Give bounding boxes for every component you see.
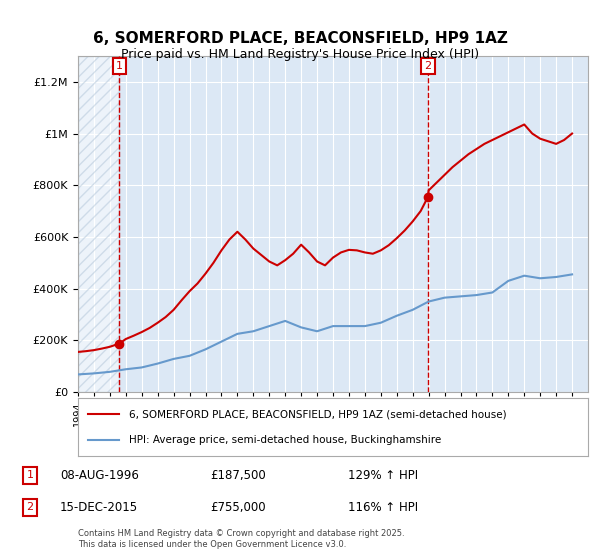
Bar [78,56,119,392]
Text: 116% ↑ HPI: 116% ↑ HPI [348,501,418,514]
Text: 08-AUG-1996: 08-AUG-1996 [60,469,139,482]
Text: Price paid vs. HM Land Registry's House Price Index (HPI): Price paid vs. HM Land Registry's House … [121,48,479,60]
Text: Contains HM Land Registry data © Crown copyright and database right 2025.
This d: Contains HM Land Registry data © Crown c… [78,529,404,549]
Text: £755,000: £755,000 [210,501,266,514]
Text: 1: 1 [116,61,123,71]
Text: 2: 2 [424,61,431,71]
Bar [78,56,119,392]
Text: 1: 1 [26,470,34,480]
Text: 6, SOMERFORD PLACE, BEACONSFIELD, HP9 1AZ (semi-detached house): 6, SOMERFORD PLACE, BEACONSFIELD, HP9 1A… [129,409,506,419]
Text: HPI: Average price, semi-detached house, Buckinghamshire: HPI: Average price, semi-detached house,… [129,435,441,445]
Text: 6, SOMERFORD PLACE, BEACONSFIELD, HP9 1AZ: 6, SOMERFORD PLACE, BEACONSFIELD, HP9 1A… [92,31,508,46]
Text: 2: 2 [26,502,34,512]
Text: 15-DEC-2015: 15-DEC-2015 [60,501,138,514]
Text: £187,500: £187,500 [210,469,266,482]
Text: 129% ↑ HPI: 129% ↑ HPI [348,469,418,482]
